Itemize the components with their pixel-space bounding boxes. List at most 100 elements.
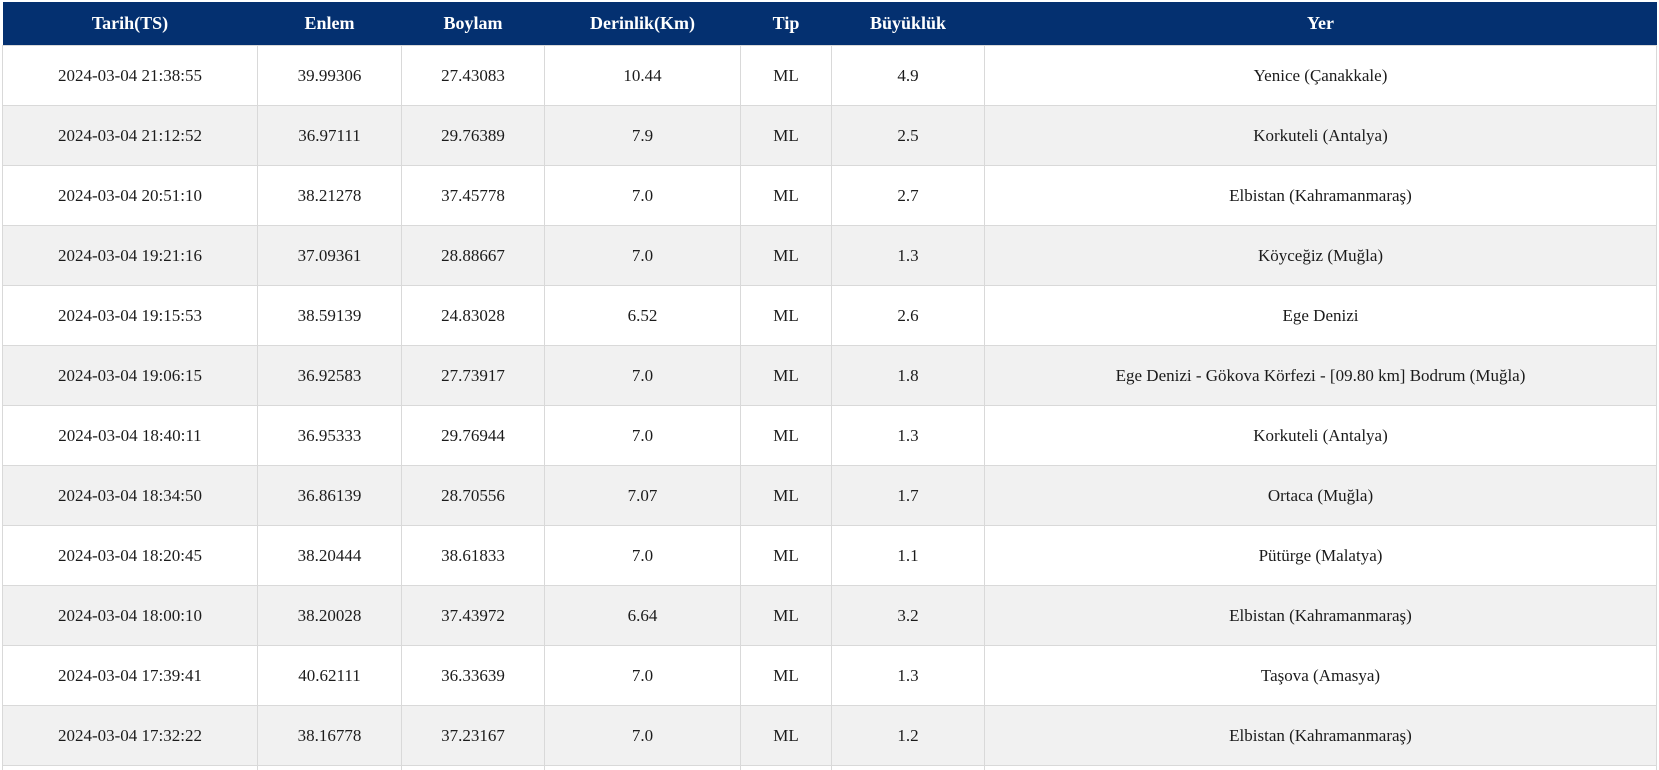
cell-enlem: 38.21278 xyxy=(257,165,402,226)
cell-yer: Korkuteli (Antalya) xyxy=(984,405,1657,466)
cell-tip: ML xyxy=(740,225,832,286)
cell-boylam: 27.73917 xyxy=(401,345,545,406)
table-row: 2024-03-04 20:51:10 38.21278 37.45778 7.0 ML… xyxy=(2,165,1657,226)
cell-yer: Elbistan (Kahramanmaraş) xyxy=(984,705,1657,766)
cell-tip: ML xyxy=(740,105,832,166)
cell-tip: ML xyxy=(740,585,832,646)
cell-boylam: 29.76944 xyxy=(401,405,545,466)
cell-enlem: 38.20444 xyxy=(257,525,402,586)
cell-tip: ML xyxy=(740,165,832,226)
table-row: 2024-03-04 21:12:52 36.97111 29.76389 7.9 ML… xyxy=(2,105,1657,166)
cell-boylam: 29.76389 xyxy=(401,105,545,166)
cell-enlem xyxy=(257,765,402,770)
cell-tarih xyxy=(2,765,258,770)
header-row: Tarih(TS) Enlem Boylam Derinlik(Km) Tip … xyxy=(2,2,1657,46)
column-header-buyukluk: Büyüklük xyxy=(831,2,985,46)
cell-tip: ML xyxy=(740,705,832,766)
table-row: 2024-03-04 21:38:55 39.99306 27.43083 10.44… xyxy=(2,45,1657,106)
cell-yer: Ortaca (Muğla) xyxy=(984,465,1657,526)
cell-yer: Pütürge (Malatya) xyxy=(984,525,1657,586)
table-row: 2024-03-04 19:06:15 36.92583 27.73917 7.0 ML… xyxy=(2,345,1657,406)
cell-tarih: 2024-03-04 18:34:50 xyxy=(2,465,258,526)
cell-tarih: 2024-03-04 17:32:22 xyxy=(2,705,258,766)
cell-yer: Köyceğiz (Muğla) xyxy=(984,225,1657,286)
cell-yer: Ege Denizi - Gökova Körfezi - [09.80 km]… xyxy=(984,345,1657,406)
cell-buyukluk: 3.2 xyxy=(831,585,985,646)
column-header-yer: Yer xyxy=(984,2,1657,46)
table-row: 2024-03-04 18:00:10 38.20028 37.43972 6.64 M… xyxy=(2,585,1657,646)
cell-boylam: 38.61833 xyxy=(401,525,545,586)
cell-yer: Yenice (Çanakkale) xyxy=(984,45,1657,106)
cell-yer: Ege Denizi xyxy=(984,285,1657,346)
column-header-boylam: Boylam xyxy=(401,2,545,46)
cell-boylam xyxy=(401,765,545,770)
cell-derinlik: 7.0 xyxy=(544,405,741,466)
cell-tarih: 2024-03-04 21:12:52 xyxy=(2,105,258,166)
cell-derinlik: 7.0 xyxy=(544,225,741,286)
cell-boylam: 36.33639 xyxy=(401,645,545,706)
cell-derinlik: 7.0 xyxy=(544,645,741,706)
cell-yer: Elbistan (Kahramanmaraş) xyxy=(984,165,1657,226)
cell-enlem: 37.09361 xyxy=(257,225,402,286)
cell-buyukluk: 1.2 xyxy=(831,705,985,766)
table-row: 2024-03-04 19:15:53 38.59139 24.83028 6.52 M… xyxy=(2,285,1657,346)
cell-tip: ML xyxy=(740,405,832,466)
cell-enlem: 38.20028 xyxy=(257,585,402,646)
cell-derinlik: 7.0 xyxy=(544,165,741,226)
cell-boylam: 28.88667 xyxy=(401,225,545,286)
cell-derinlik xyxy=(544,765,741,770)
cell-yer: Taşova (Amasya) xyxy=(984,645,1657,706)
cell-boylam: 37.23167 xyxy=(401,705,545,766)
cell-enlem: 36.97111 xyxy=(257,105,402,166)
cell-buyukluk: 1.3 xyxy=(831,225,985,286)
cell-tip: ML xyxy=(740,285,832,346)
column-header-enlem: Enlem xyxy=(257,2,402,46)
cell-enlem: 40.62111 xyxy=(257,645,402,706)
cell-buyukluk: 1.8 xyxy=(831,345,985,406)
cell-tip: ML xyxy=(740,645,832,706)
cell-enlem: 36.92583 xyxy=(257,345,402,406)
cell-tip: ML xyxy=(740,525,832,586)
cell-tip xyxy=(740,765,832,770)
cell-derinlik: 7.9 xyxy=(544,105,741,166)
column-header-derinlik: Derinlik(Km) xyxy=(544,2,741,46)
table-row: 2024-03-04 18:40:11 36.95333 29.76944 7.0 ML… xyxy=(2,405,1657,466)
cell-buyukluk: 4.9 xyxy=(831,45,985,106)
cell-buyukluk: 1.3 xyxy=(831,645,985,706)
table-row-partial xyxy=(2,765,1657,770)
cell-enlem: 38.16778 xyxy=(257,705,402,766)
cell-enlem: 36.95333 xyxy=(257,405,402,466)
cell-boylam: 27.43083 xyxy=(401,45,545,106)
cell-tarih: 2024-03-04 19:21:16 xyxy=(2,225,258,286)
cell-derinlik: 6.64 xyxy=(544,585,741,646)
cell-yer: Elbistan (Kahramanmaraş) xyxy=(984,585,1657,646)
cell-derinlik: 7.07 xyxy=(544,465,741,526)
cell-yer: Korkuteli (Antalya) xyxy=(984,105,1657,166)
cell-tarih: 2024-03-04 21:38:55 xyxy=(2,45,258,106)
cell-tarih: 2024-03-04 18:00:10 xyxy=(2,585,258,646)
cell-yer xyxy=(984,765,1657,770)
cell-tarih: 2024-03-04 17:39:41 xyxy=(2,645,258,706)
cell-derinlik: 6.52 xyxy=(544,285,741,346)
cell-tip: ML xyxy=(740,45,832,106)
cell-buyukluk: 2.6 xyxy=(831,285,985,346)
table-body: 2024-03-04 21:38:55 39.99306 27.43083 10.44… xyxy=(2,45,1657,770)
cell-derinlik: 7.0 xyxy=(544,705,741,766)
cell-boylam: 37.45778 xyxy=(401,165,545,226)
cell-buyukluk: 1.7 xyxy=(831,465,985,526)
table-row: 2024-03-04 19:21:16 37.09361 28.88667 7.0 ML… xyxy=(2,225,1657,286)
table-row: 2024-03-04 17:32:22 38.16778 37.23167 7.0 ML… xyxy=(2,705,1657,766)
cell-buyukluk: 1.3 xyxy=(831,405,985,466)
cell-enlem: 36.86139 xyxy=(257,465,402,526)
cell-boylam: 24.83028 xyxy=(401,285,545,346)
table-row: 2024-03-04 18:34:50 36.86139 28.70556 7.07 M… xyxy=(2,465,1657,526)
cell-derinlik: 10.44 xyxy=(544,45,741,106)
cell-tarih: 2024-03-04 19:15:53 xyxy=(2,285,258,346)
cell-tarih: 2024-03-04 20:51:10 xyxy=(2,165,258,226)
column-header-tip: Tip xyxy=(740,2,832,46)
cell-tarih: 2024-03-04 18:20:45 xyxy=(2,525,258,586)
table-header: Tarih(TS) Enlem Boylam Derinlik(Km) Tip … xyxy=(2,2,1657,46)
cell-buyukluk: 2.5 xyxy=(831,105,985,166)
